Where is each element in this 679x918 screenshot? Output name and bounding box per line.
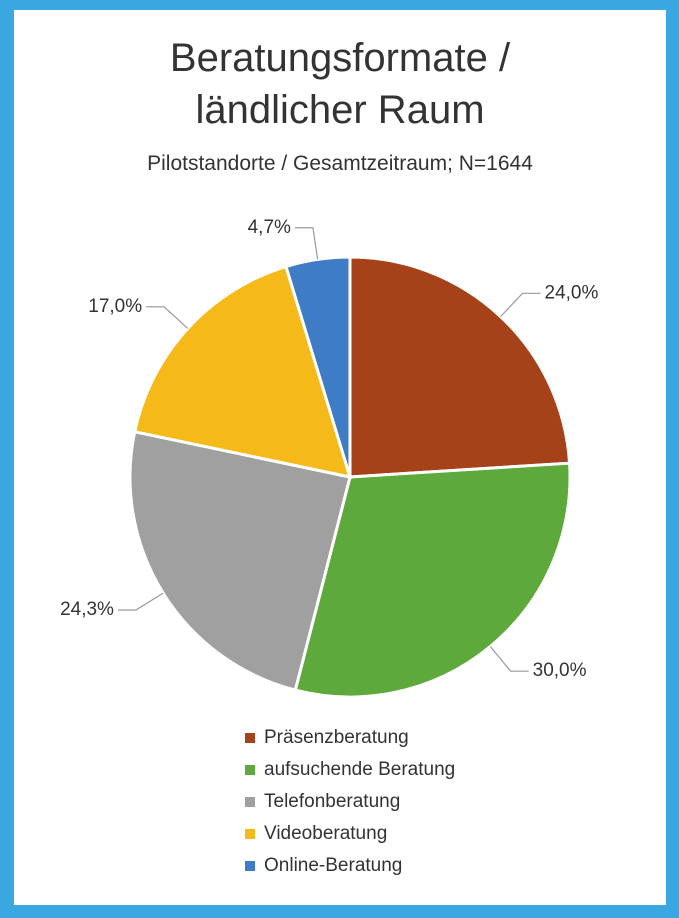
data-label: 17,0%: [88, 296, 142, 317]
data-label: 24,0%: [545, 282, 599, 303]
legend-label: Telefonberatung: [264, 791, 400, 812]
data-label: 24,3%: [60, 599, 114, 620]
legend-label: Online-Beratung: [264, 855, 402, 876]
legend-label: Präsenzberatung: [264, 727, 409, 748]
data-label: 4,7%: [248, 217, 291, 238]
pie-slice: [128, 429, 352, 692]
legend-swatch: [245, 861, 255, 871]
legend-swatch: [245, 733, 255, 743]
pie-slice: [293, 461, 572, 699]
legend-swatch: [245, 829, 255, 839]
chart-title: Beratungsformate / ländlicher Raum: [169, 36, 511, 132]
leader-line: [117, 592, 164, 611]
legend-swatch: [245, 797, 255, 807]
pie-slice: [348, 255, 572, 479]
leader-line: [500, 292, 541, 318]
leader-line: [146, 306, 189, 329]
leader-line: [294, 227, 319, 260]
chart-subtitle: Pilotstandorte / Gesamtzeitraum; N=1644: [147, 152, 533, 175]
legend-swatch: [245, 765, 255, 775]
data-label: 30,0%: [533, 660, 587, 681]
chart: 24,0% 30,0% 24,3% 17,0% 4,7% Präsenzberatung a…: [60, 217, 599, 876]
leader-line: [489, 646, 529, 672]
legend-label: Videoberatung: [264, 823, 387, 844]
panel: Beratungsformate / ländlicher Raum Pilot…: [14, 10, 666, 905]
legend-label: aufsuchende Beratung: [264, 759, 455, 780]
title-box: Beratungsformate / ländlicher Raum: [14, 32, 666, 136]
